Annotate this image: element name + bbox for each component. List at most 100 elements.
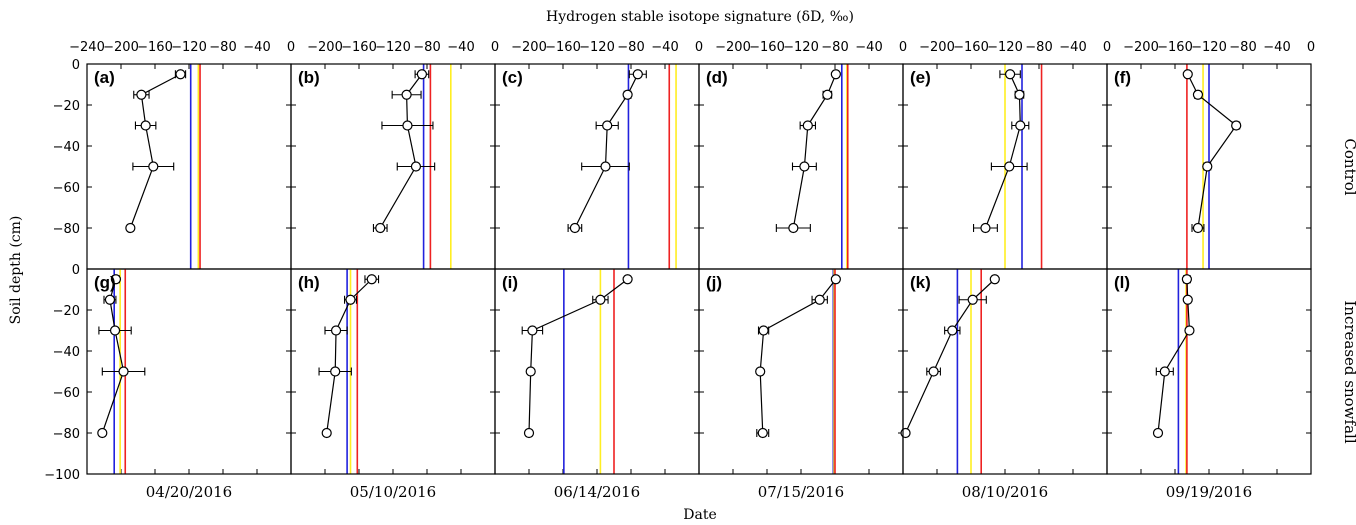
data-point (109, 325, 121, 336)
y-tick-label: −60 (53, 386, 80, 401)
top-tick-label: −80 (1229, 40, 1256, 55)
top-tick-label: 0 (491, 40, 499, 55)
data-point (416, 69, 427, 80)
panel-h: (h) (290, 268, 496, 475)
panel-label: (k) (910, 273, 931, 292)
data-point (527, 325, 538, 336)
top-tick-label: −160 (545, 40, 581, 55)
data-point (1181, 274, 1193, 285)
data-point (802, 120, 813, 131)
profile-line (528, 278, 628, 434)
top-tick-label: −120 (171, 40, 207, 55)
data-point (1015, 120, 1026, 131)
panel-c: (c) (494, 63, 700, 270)
y-tick-label: −80 (53, 222, 80, 237)
row-label-control: Control (1341, 138, 1356, 195)
top-tick-label: −40 (243, 40, 270, 55)
panel-a: (a) (86, 63, 292, 270)
data-point (632, 69, 643, 80)
date-label: 08/10/2016 (962, 483, 1048, 501)
data-point (140, 120, 151, 131)
top-tick-label: −200 (511, 40, 547, 55)
data-point (822, 89, 833, 100)
y-tick-label: −60 (53, 181, 80, 196)
top-tick-label: −160 (1157, 40, 1193, 55)
data-point (523, 427, 535, 439)
y-tick-label: 0 (72, 263, 80, 278)
y-tick-label: −20 (53, 99, 80, 114)
top-tick-label: −80 (413, 40, 440, 55)
panel-label: (i) (502, 273, 518, 292)
data-point (1152, 427, 1164, 439)
data-point (757, 427, 768, 439)
top-tick-label: −160 (137, 40, 173, 55)
x-axis-title: Date (683, 507, 716, 523)
panel-label: (b) (298, 68, 320, 87)
data-point (330, 366, 341, 377)
data-point (814, 294, 825, 305)
y-tick-label: −100 (44, 468, 80, 483)
data-point (569, 222, 581, 234)
panel-label: (a) (94, 68, 115, 87)
y-tick-label: −40 (53, 345, 80, 360)
data-point (110, 274, 122, 285)
profile-line (379, 73, 423, 229)
data-point (758, 325, 769, 336)
data-point (947, 325, 958, 336)
data-point (1004, 69, 1016, 80)
y-tick-label: −20 (53, 304, 80, 319)
panel-label: (h) (298, 273, 320, 292)
panel-frame (1106, 268, 1312, 475)
top-tick-label: −120 (375, 40, 411, 55)
panel-g: (g) (86, 268, 292, 475)
top-tick-label: −120 (579, 40, 615, 55)
data-point (928, 366, 939, 377)
data-point (755, 366, 766, 377)
panel-frame (86, 63, 292, 270)
panel-l: (l) (1106, 268, 1312, 475)
top-tick-label: −160 (953, 40, 989, 55)
data-point (136, 89, 147, 100)
row-label-increased-snowfall: Increased snowfall (1341, 300, 1356, 443)
top-tick-label: −80 (821, 40, 848, 55)
top-tick-label: −240 (69, 40, 105, 55)
data-point (830, 69, 841, 80)
data-point (118, 366, 129, 377)
top-tick-label: −40 (1263, 40, 1290, 55)
data-point (830, 274, 841, 285)
panels-layer: −240−200−160−120 −80 −40 0 −200−160−120 −80 −4… (44, 40, 1315, 501)
top-tick-label: 0 (695, 40, 703, 55)
top-tick-label: −120 (987, 40, 1023, 55)
top-tick-label: −80 (209, 40, 236, 55)
panel-label: (l) (1114, 273, 1130, 292)
data-point (330, 325, 342, 336)
panel-label: (f) (1114, 68, 1131, 87)
panel-label: (e) (910, 68, 931, 87)
data-point (175, 69, 186, 80)
data-point (1192, 89, 1204, 100)
data-point (1014, 89, 1025, 100)
top-tick-label: −40 (447, 40, 474, 55)
data-point (97, 427, 108, 439)
panel-b: (b) (290, 63, 496, 270)
top-tick-label: −200 (1123, 40, 1159, 55)
data-point (402, 120, 413, 131)
data-point (345, 294, 356, 305)
top-tick-label: −200 (103, 40, 139, 55)
data-point (799, 161, 810, 172)
panel-label: (g) (94, 273, 116, 292)
data-point (366, 274, 377, 285)
data-point (1202, 161, 1213, 172)
data-point (600, 161, 611, 172)
data-point (980, 222, 991, 234)
y-tick-label: −80 (53, 427, 80, 442)
top-tick-label: −80 (1025, 40, 1052, 55)
top-tick-label: −160 (749, 40, 785, 55)
data-point (125, 222, 136, 234)
top-tick-label: 0 (287, 40, 295, 55)
data-point (375, 222, 386, 234)
data-point (1182, 69, 1193, 80)
data-point (1192, 222, 1204, 234)
